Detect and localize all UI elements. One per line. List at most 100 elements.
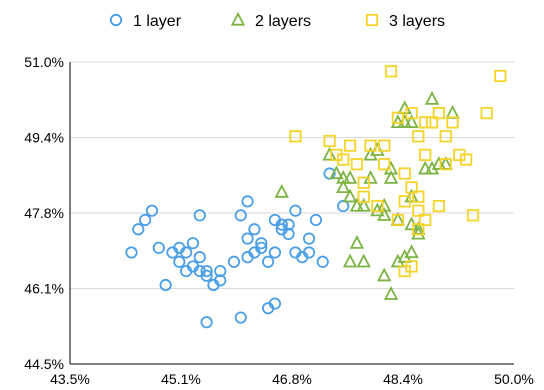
data-point <box>323 134 336 148</box>
data-point <box>390 114 406 128</box>
data-point <box>466 209 480 222</box>
data-point <box>431 156 447 170</box>
data-point <box>419 116 432 129</box>
series-1 <box>125 167 350 329</box>
data-point <box>268 297 282 310</box>
data-point <box>424 91 440 105</box>
data-point <box>139 213 152 227</box>
y-tick-label: 46.1% <box>24 281 64 297</box>
legend-label: 2 layers <box>255 13 311 30</box>
data-point <box>302 232 316 245</box>
data-point <box>214 264 227 278</box>
data-point <box>186 237 200 250</box>
data-point <box>342 253 358 268</box>
data-point <box>432 199 445 213</box>
data-point <box>329 165 344 180</box>
y-tick-labels: 51.0% 49.4% 47.8% 46.1% 44.5% <box>24 54 64 372</box>
data-point <box>357 176 370 189</box>
data-point <box>405 260 418 273</box>
data-point <box>356 197 371 212</box>
data-point <box>200 316 213 329</box>
y-tick-label: 49.4% <box>24 130 64 146</box>
legend-label: 1 layer <box>133 13 182 30</box>
data-point <box>261 255 275 268</box>
data-point <box>377 197 392 212</box>
series-3 <box>289 65 507 278</box>
data-point <box>234 209 247 222</box>
data-point <box>282 227 295 241</box>
data-point <box>336 170 351 184</box>
data-point <box>173 255 186 268</box>
data-point <box>275 218 288 231</box>
legend: 1 layer 2 layers 3 layers <box>109 11 445 30</box>
data-point <box>132 223 145 236</box>
data-point <box>439 158 452 171</box>
data-point <box>494 69 507 83</box>
data-point <box>274 183 289 198</box>
data-point <box>241 232 254 245</box>
data-point <box>405 181 418 194</box>
data-point <box>412 204 425 217</box>
legend-item-2-layers: 2 layers <box>230 11 311 30</box>
axes <box>69 62 514 365</box>
data-point <box>391 213 404 227</box>
data-point <box>342 188 358 203</box>
data-point <box>419 148 432 162</box>
data-point <box>377 267 392 282</box>
x-tick-labels: 43.5% 45.1% 46.8% 48.4% 50.0% <box>50 371 534 387</box>
data-point <box>398 195 411 208</box>
data-point <box>322 146 337 161</box>
data-points <box>125 65 507 329</box>
data-point <box>383 170 399 184</box>
data-point <box>343 139 357 152</box>
circle-marker-icon <box>109 13 123 27</box>
y-tick-label: 51.0% <box>24 54 64 70</box>
data-point <box>378 158 391 171</box>
data-point <box>453 148 466 162</box>
data-point <box>378 139 391 152</box>
data-point <box>418 160 433 175</box>
data-point <box>234 311 247 324</box>
data-point <box>241 195 254 208</box>
data-point <box>289 204 302 217</box>
data-point <box>289 130 302 143</box>
data-point <box>404 244 419 259</box>
data-point <box>193 209 206 222</box>
data-point <box>227 255 241 268</box>
legend-item-3-layers: 3 layers <box>365 13 445 30</box>
data-point <box>432 107 445 120</box>
legend-label: 3 layers <box>389 13 445 30</box>
data-point <box>255 241 268 254</box>
triangle-marker-icon <box>230 11 246 26</box>
data-point <box>480 107 493 120</box>
data-point <box>268 246 282 259</box>
data-point <box>193 251 206 264</box>
data-point <box>412 223 425 236</box>
y-tick-label: 47.8% <box>24 205 64 221</box>
grid-lines <box>70 61 514 365</box>
data-point <box>349 197 365 212</box>
data-point <box>248 223 261 236</box>
data-point <box>342 170 358 184</box>
square-marker-icon <box>365 13 379 27</box>
data-point <box>152 241 165 254</box>
x-tick-label: 45.1% <box>161 371 201 387</box>
data-point <box>337 199 350 213</box>
data-point <box>349 235 365 249</box>
data-point <box>371 199 384 213</box>
data-point <box>364 139 377 152</box>
x-tick-label: 48.4% <box>383 371 423 387</box>
data-point <box>255 237 268 250</box>
data-point <box>309 213 323 227</box>
data-point <box>200 269 213 282</box>
data-point <box>391 111 404 124</box>
data-point <box>159 278 172 292</box>
data-point <box>357 190 370 203</box>
data-point <box>384 65 398 78</box>
data-point <box>390 253 406 268</box>
data-point <box>200 264 213 278</box>
data-point <box>145 204 159 217</box>
x-tick-label: 43.5% <box>50 371 90 387</box>
data-point <box>419 213 432 227</box>
